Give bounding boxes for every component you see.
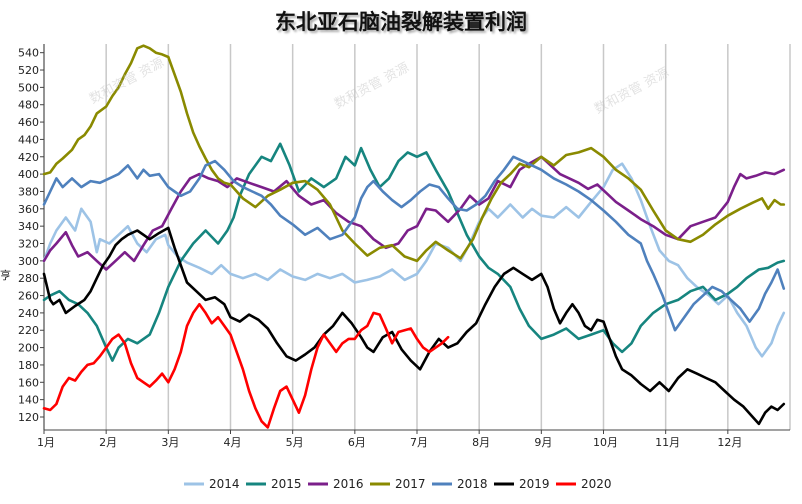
y-tick-label-360: 360 (18, 203, 39, 216)
series-line-2019 (42, 226, 786, 426)
legend-label-2014: 2014 (209, 477, 240, 491)
y-tick-label-120: 120 (18, 411, 39, 424)
y-tick-label-300: 300 (18, 255, 39, 268)
y-tick-label-160: 160 (18, 376, 39, 389)
legend-label-2019: 2019 (519, 477, 550, 491)
x-tick-label-9: 9月 (534, 436, 552, 449)
series-line-2014 (42, 162, 786, 358)
y-tick-label-200: 200 (18, 342, 39, 355)
legend-label-2015: 2015 (271, 477, 302, 491)
y-tick-label-380: 380 (18, 185, 39, 198)
y-tick-label-280: 280 (18, 272, 39, 285)
y-tick-label-440: 440 (18, 133, 39, 146)
x-tick-label-11: 11月 (655, 436, 680, 449)
y-tick-label-220: 220 (18, 324, 39, 337)
series-line-2015 (42, 142, 786, 362)
y-tick-label-180: 180 (18, 359, 39, 372)
x-tick-label-6: 6月 (348, 436, 366, 449)
legend-label-2020: 2020 (581, 477, 612, 491)
legend-label-2016: 2016 (333, 477, 364, 491)
series-line-2018 (42, 155, 786, 332)
x-tick-label-5: 5月 (286, 436, 304, 449)
x-tick-label-7: 7月 (410, 436, 428, 449)
chart-title: 东北亚石脑油裂解装置利润 (275, 10, 527, 34)
legend-label-2017: 2017 (395, 477, 426, 491)
y-tick-label-420: 420 (18, 151, 39, 164)
y-tick-label-540: 540 (18, 47, 39, 60)
x-tick-label-8: 8月 (472, 436, 490, 449)
x-tick-label-3: 3月 (161, 436, 179, 449)
x-tick-label-10: 10月 (593, 436, 618, 449)
y-axis-unit-label: 亨 (0, 269, 11, 282)
y-tick-label-240: 240 (18, 307, 39, 320)
legend-label-2018: 2018 (457, 477, 488, 491)
y-tick-label-140: 140 (18, 394, 39, 407)
y-tick-label-520: 520 (18, 64, 39, 77)
series-line-2016 (42, 155, 786, 271)
y-tick-label-500: 500 (18, 81, 39, 94)
y-tick-label-400: 400 (18, 168, 39, 181)
y-tick-label-460: 460 (18, 116, 39, 129)
y-tick-label-320: 320 (18, 238, 39, 251)
x-tick-label-2: 2月 (99, 436, 117, 449)
y-tick-label-480: 480 (18, 99, 39, 112)
series-line-2017 (42, 44, 786, 263)
x-tick-label-12: 12月 (717, 436, 742, 449)
y-tick-label-260: 260 (18, 290, 39, 303)
series-line-2020 (42, 302, 450, 429)
x-tick-label-4: 4月 (224, 436, 242, 449)
x-tick-label-1: 1月 (37, 436, 55, 449)
y-tick-label-340: 340 (18, 220, 39, 233)
